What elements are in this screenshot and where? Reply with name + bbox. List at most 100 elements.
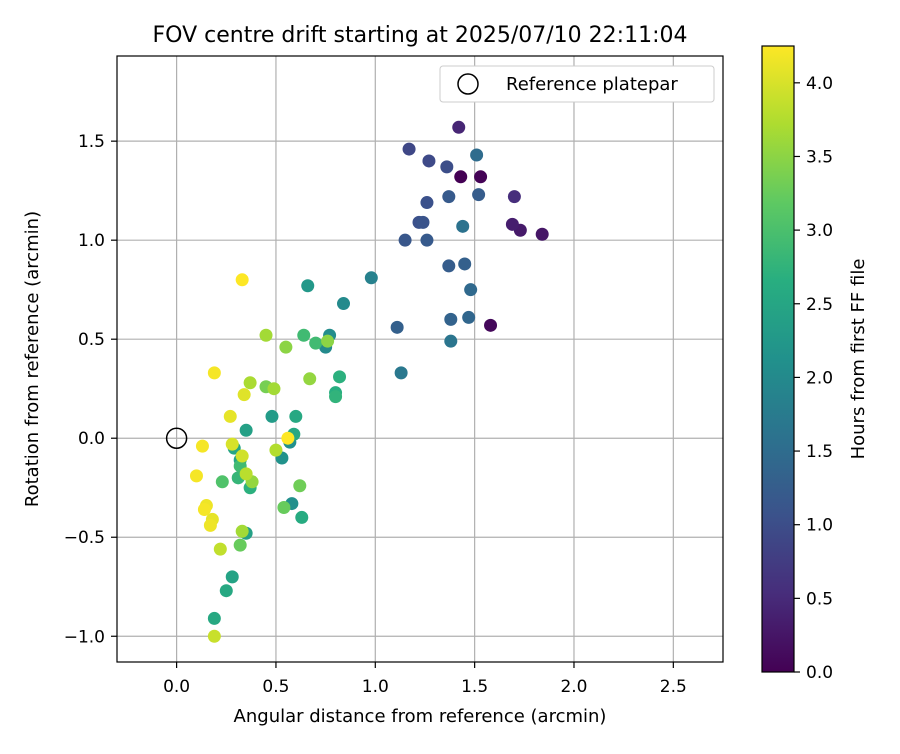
data-points	[189, 120, 549, 643]
x-tick-label: 1.0	[362, 677, 389, 697]
data-point	[203, 518, 217, 532]
y-tick-label: 0.5	[78, 330, 105, 350]
y-tick-label: −1.0	[64, 627, 105, 647]
data-point	[470, 148, 484, 162]
y-axis-label: Rotation from reference (arcmin)	[22, 211, 43, 507]
data-point	[225, 437, 239, 451]
data-point	[505, 217, 519, 231]
data-point	[289, 409, 303, 423]
data-point	[416, 215, 430, 229]
data-point	[474, 170, 488, 184]
data-point	[364, 271, 378, 285]
data-point	[333, 370, 347, 384]
data-point	[269, 443, 283, 457]
data-point	[297, 328, 311, 342]
x-axis-ticks: 0.0 0.5 1.0 1.5 2.0 2.5	[163, 662, 687, 697]
data-point	[235, 449, 249, 463]
colorbar-gradient	[761, 45, 795, 673]
data-point	[309, 336, 323, 350]
y-tick-label: 1.0	[78, 231, 105, 251]
x-tick-label: 2.0	[560, 677, 587, 697]
data-point	[422, 154, 436, 168]
data-point	[207, 366, 221, 380]
colorbar-tick-label: 2.0	[806, 368, 833, 388]
data-point	[420, 196, 434, 210]
data-point	[462, 310, 476, 324]
data-point	[442, 190, 456, 204]
colorbar-tick-label: 1.0	[806, 516, 833, 536]
data-point	[444, 334, 458, 348]
data-point	[239, 423, 253, 437]
x-tick-label: 0.5	[262, 677, 289, 697]
data-point	[213, 542, 227, 556]
grid-lines	[117, 56, 723, 662]
data-point	[442, 259, 456, 273]
data-point	[219, 584, 233, 598]
legend-label: Reference platepar	[506, 74, 678, 95]
colorbar-tick-label: 2.5	[806, 295, 833, 315]
data-point	[444, 312, 458, 326]
x-tick-label: 0.0	[163, 677, 190, 697]
y-tick-label: 1.5	[78, 132, 105, 152]
data-point	[398, 233, 412, 247]
data-point	[277, 501, 291, 515]
colorbar-tick-label: 0.5	[806, 589, 833, 609]
x-tick-label: 2.5	[660, 677, 687, 697]
data-point	[259, 328, 273, 342]
colorbar: 0.0 0.5 1.0 1.5 2.0 2.5 3.0 3.5 4.0 Hours from f…	[761, 45, 869, 683]
colorbar-label: Hours from first FF file	[848, 259, 869, 460]
data-point	[458, 257, 472, 271]
y-axis-ticks: −1.0 −0.5 0.0 0.5 1.0 1.5	[64, 132, 117, 647]
data-point	[402, 142, 416, 156]
data-point	[295, 510, 309, 524]
data-point	[235, 524, 249, 538]
colorbar-tick-label: 1.5	[806, 442, 833, 462]
data-point	[215, 475, 229, 489]
data-point	[454, 170, 468, 184]
plot-area-frame	[116, 55, 724, 663]
legend-box	[439, 65, 715, 103]
legend-marker-open-circle	[457, 73, 479, 95]
data-point	[452, 120, 466, 134]
colorbar-tick-label: 0.0	[806, 663, 833, 683]
data-point	[225, 570, 239, 584]
x-axis-label: Angular distance from reference (arcmin)	[234, 706, 607, 727]
data-point	[237, 388, 251, 402]
y-tick-label: 0.0	[78, 429, 105, 449]
data-point	[301, 279, 315, 293]
data-point	[239, 467, 253, 481]
data-point	[464, 283, 478, 297]
data-point	[235, 273, 249, 287]
data-point	[420, 233, 434, 247]
data-point	[472, 188, 486, 202]
x-tick-label: 1.5	[461, 677, 488, 697]
data-point	[189, 469, 203, 483]
data-point	[281, 431, 295, 445]
data-point	[223, 409, 237, 423]
data-point	[507, 190, 521, 204]
data-point	[329, 390, 343, 404]
colorbar-ticks: 0.0 0.5 1.0 1.5 2.0 2.5 3.0 3.5 4.0	[794, 74, 833, 683]
legend: Reference platepar	[439, 65, 715, 103]
data-point	[233, 538, 247, 552]
colorbar-tick-label: 3.5	[806, 147, 833, 167]
reference-marker	[165, 427, 188, 449]
data-point	[303, 372, 317, 386]
data-point	[195, 439, 209, 453]
colorbar-tick-label: 4.0	[806, 74, 833, 94]
data-point	[440, 160, 454, 174]
data-point	[207, 611, 221, 625]
data-point	[265, 409, 279, 423]
data-point	[321, 334, 335, 348]
data-point	[484, 318, 498, 332]
data-point	[243, 376, 257, 390]
data-point	[337, 297, 351, 311]
data-point	[535, 227, 549, 241]
data-point	[394, 366, 408, 380]
data-point	[207, 629, 221, 643]
chart-title: FOV centre drift starting at 2025/07/10 …	[153, 23, 688, 48]
data-point	[456, 219, 470, 233]
data-point	[390, 320, 404, 334]
colorbar-tick-label: 3.0	[806, 221, 833, 241]
